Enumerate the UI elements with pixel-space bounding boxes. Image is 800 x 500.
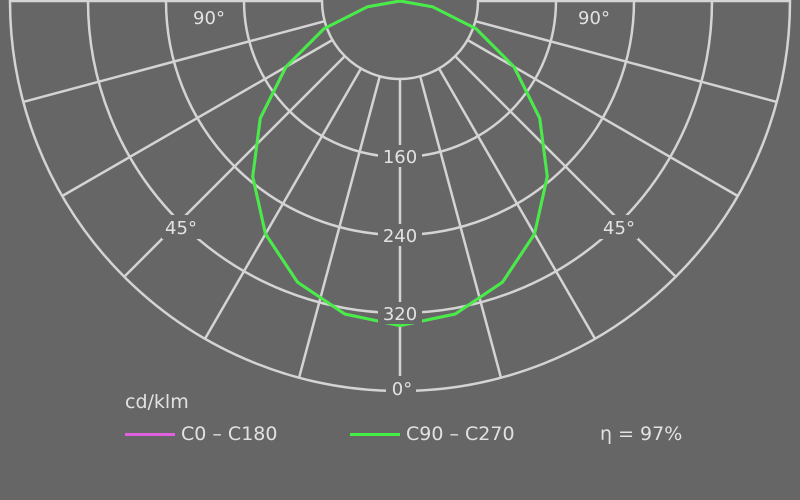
ring-label-320: 320 bbox=[383, 304, 417, 325]
ring-80 bbox=[320, 0, 480, 81]
legend-swatch-green bbox=[350, 432, 400, 436]
spoke-75 bbox=[475, 19, 778, 104]
ring-label-240: 240 bbox=[383, 226, 417, 247]
legend-label: C0 – C180 bbox=[181, 423, 278, 445]
spoke--75 bbox=[22, 19, 325, 104]
angle-label-45-left: 45° bbox=[165, 218, 197, 239]
spoke--45 bbox=[123, 55, 346, 278]
angle-label-0: 0° bbox=[392, 379, 412, 400]
spoke--60 bbox=[61, 38, 334, 198]
series-curve-1 bbox=[251, 0, 549, 328]
spoke-30 bbox=[437, 67, 597, 340]
spoke-45 bbox=[454, 55, 677, 278]
angle-label-90-left: 90° bbox=[193, 8, 225, 29]
legend-item-c90-c270: C90 – C270 bbox=[350, 423, 515, 445]
spoke-60 bbox=[466, 38, 739, 198]
legend-label: C90 – C270 bbox=[406, 423, 515, 445]
intensity-curves bbox=[251, 0, 549, 328]
efficiency-label: η = 97% bbox=[600, 423, 683, 445]
ring-label-160: 160 bbox=[383, 147, 417, 168]
angle-label-90-right: 90° bbox=[578, 8, 610, 29]
spoke--15 bbox=[297, 76, 382, 379]
legend-swatch-magenta bbox=[125, 432, 175, 436]
axis-labels: 160 240 320 0° 45° 45° 90° 90° bbox=[162, 8, 638, 400]
angle-label-45-right: 45° bbox=[603, 218, 635, 239]
unit-label: cd/klm bbox=[125, 391, 189, 413]
spoke-15 bbox=[418, 76, 503, 379]
legend-item-c0-c180: C0 – C180 bbox=[125, 423, 277, 445]
polar-grid bbox=[8, 0, 792, 393]
spoke--30 bbox=[203, 67, 363, 340]
